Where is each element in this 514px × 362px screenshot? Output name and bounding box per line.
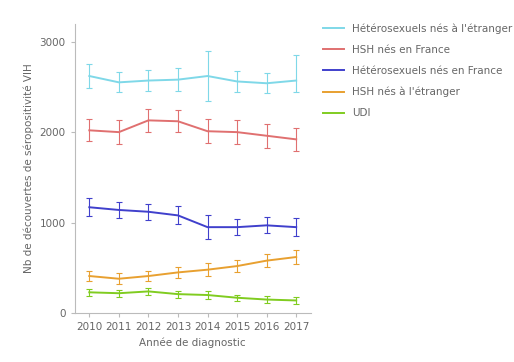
UDI bbox=[293, 298, 299, 303]
Hétérosexuels nés à l'étranger bbox=[116, 80, 122, 84]
HSH nés en France bbox=[264, 134, 270, 138]
X-axis label: Année de diagnostic: Année de diagnostic bbox=[139, 338, 246, 348]
Hétérosexuels nés en France bbox=[145, 210, 152, 214]
HSH nés à l'étranger bbox=[175, 270, 181, 274]
HSH nés à l'étranger bbox=[293, 255, 299, 259]
HSH nés en France bbox=[175, 119, 181, 123]
HSH nés en France bbox=[86, 128, 93, 132]
Hétérosexuels nés en France bbox=[264, 223, 270, 227]
HSH nés en France bbox=[116, 130, 122, 134]
HSH nés en France bbox=[293, 137, 299, 142]
Hétérosexuels nés à l'étranger bbox=[86, 74, 93, 78]
Hétérosexuels nés à l'étranger bbox=[264, 81, 270, 85]
Hétérosexuels nés en France bbox=[205, 225, 211, 230]
HSH nés en France bbox=[145, 118, 152, 122]
HSH nés en France bbox=[234, 130, 240, 134]
UDI bbox=[145, 289, 152, 294]
Hétérosexuels nés à l'étranger bbox=[145, 78, 152, 83]
HSH nés à l'étranger bbox=[145, 274, 152, 278]
Hétérosexuels nés en France bbox=[86, 205, 93, 209]
HSH nés à l'étranger bbox=[116, 277, 122, 281]
Hétérosexuels nés à l'étranger bbox=[293, 78, 299, 83]
Line: HSH nés en France: HSH nés en France bbox=[89, 120, 296, 139]
HSH nés à l'étranger bbox=[205, 268, 211, 272]
Hétérosexuels nés à l'étranger bbox=[234, 79, 240, 84]
Line: Hétérosexuels nés en France: Hétérosexuels nés en France bbox=[89, 207, 296, 227]
Hétérosexuels nés en France bbox=[293, 225, 299, 230]
Hétérosexuels nés à l'étranger bbox=[205, 74, 211, 78]
UDI bbox=[116, 291, 122, 295]
Line: UDI: UDI bbox=[89, 291, 296, 300]
Line: HSH nés à l'étranger: HSH nés à l'étranger bbox=[89, 257, 296, 279]
Hétérosexuels nés en France bbox=[116, 208, 122, 212]
UDI bbox=[175, 292, 181, 296]
Legend: Hétérosexuels nés à l'étranger, HSH nés en France, Hétérosexuels nés en France, : Hétérosexuels nés à l'étranger, HSH nés … bbox=[323, 24, 512, 118]
UDI bbox=[264, 298, 270, 302]
Y-axis label: Nb de découvertes de séropositivité VIH: Nb de découvertes de séropositivité VIH bbox=[23, 63, 34, 273]
HSH nés à l'étranger bbox=[234, 264, 240, 268]
HSH nés en France bbox=[205, 129, 211, 133]
HSH nés à l'étranger bbox=[264, 258, 270, 263]
UDI bbox=[234, 295, 240, 300]
HSH nés à l'étranger bbox=[86, 274, 93, 278]
Hétérosexuels nés en France bbox=[234, 225, 240, 230]
UDI bbox=[205, 293, 211, 297]
Line: Hétérosexuels nés à l'étranger: Hétérosexuels nés à l'étranger bbox=[89, 76, 296, 83]
Hétérosexuels nés à l'étranger bbox=[175, 77, 181, 82]
UDI bbox=[86, 290, 93, 295]
Hétérosexuels nés en France bbox=[175, 213, 181, 218]
